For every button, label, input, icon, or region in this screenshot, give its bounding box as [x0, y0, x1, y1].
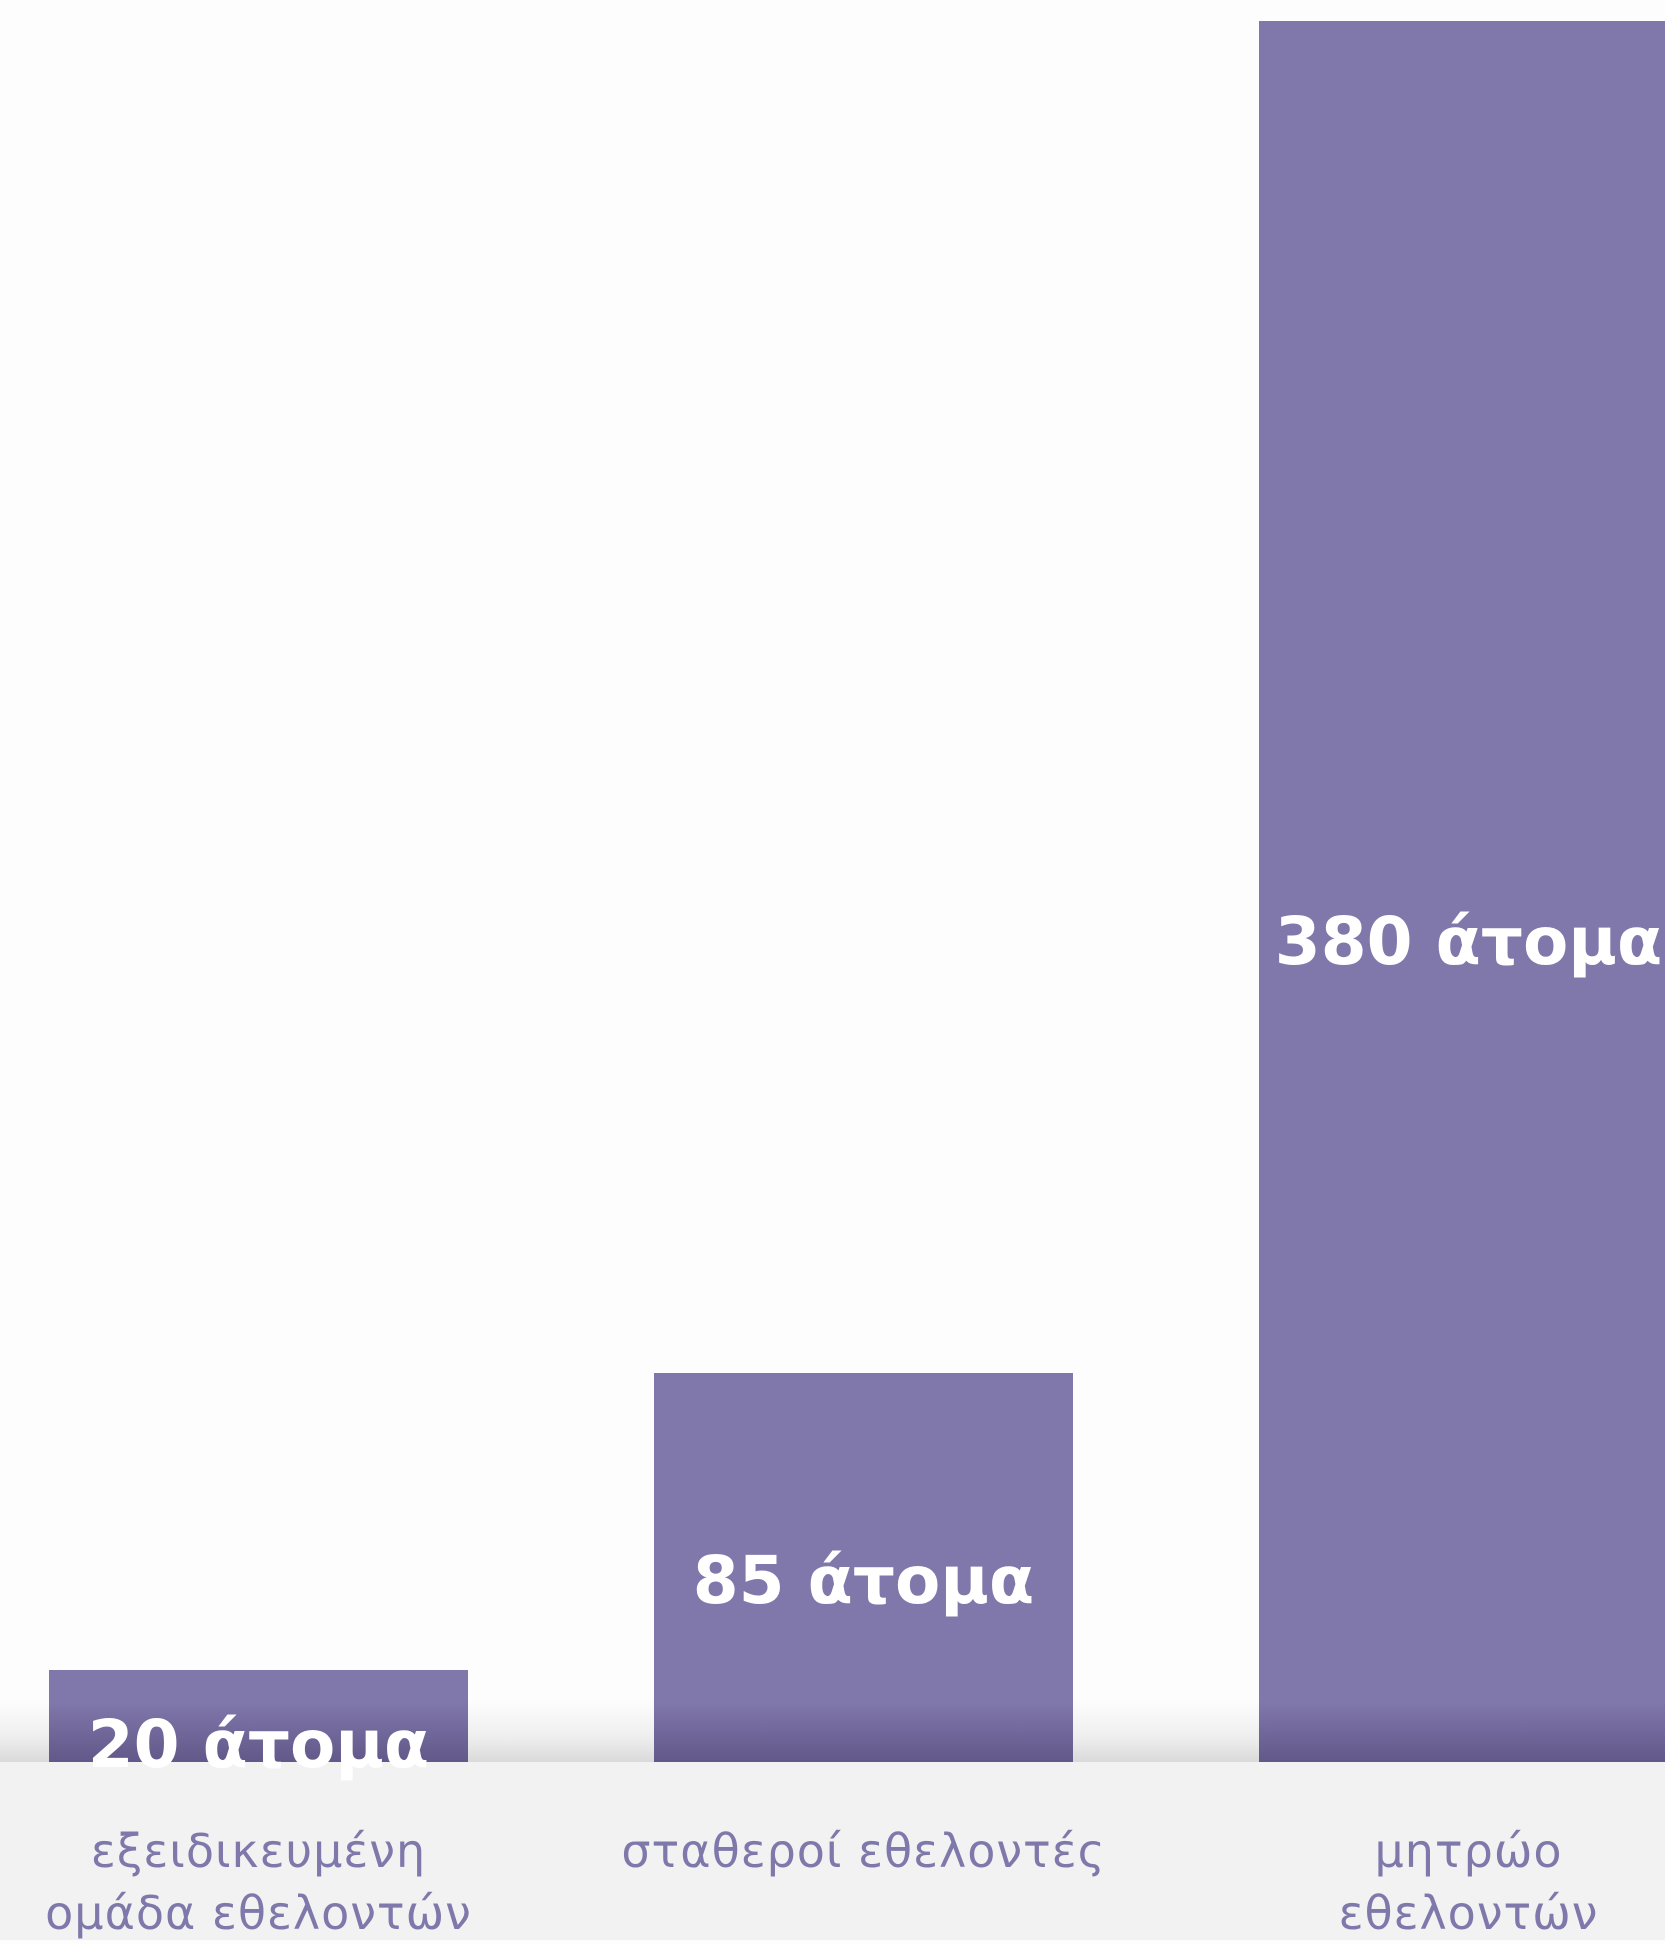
bar-permanent-volunteers — [654, 1372, 1073, 1763]
category-label-permanent-volunteers: σταθεροί εθελοντές — [621, 1824, 1106, 1878]
bar-specialized-team — [49, 1670, 468, 1762]
category-label-volunteer-registry: μητρώο εθελοντών — [1338, 1824, 1599, 1940]
chart-floor — [0, 1762, 1665, 1940]
value-label-specialized-team: 20 άτομα — [87, 1705, 430, 1783]
value-label-permanent-volunteers: 85 άτομα — [692, 1541, 1035, 1619]
bar-volunteer-registry — [1259, 21, 1665, 1762]
value-label-volunteer-registry: 380 άτομα — [1274, 902, 1663, 980]
category-label-specialized-team: εξειδικευμένη ομάδα εθελοντών — [45, 1824, 472, 1940]
